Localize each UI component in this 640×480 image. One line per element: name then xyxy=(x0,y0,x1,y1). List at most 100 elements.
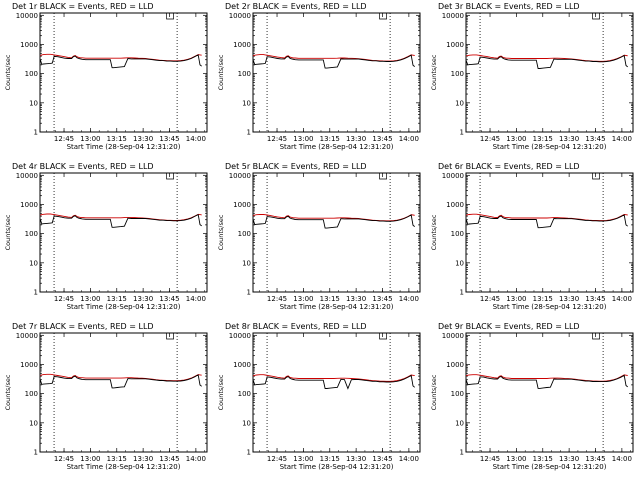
x-axis-label: Start Time (28-Sep-04 12:31:20) xyxy=(493,463,607,471)
x-axis-label: Start Time (28-Sep-04 12:31:20) xyxy=(67,303,181,311)
y-tick-label: 1 xyxy=(247,289,251,297)
interval-marker xyxy=(379,173,387,180)
detector-plot-svg: Det 5r BLACK = Events, RED = LLD 1 10 100 10… xyxy=(217,162,421,311)
y-tick-label: 10000 xyxy=(16,12,38,20)
plot-frame xyxy=(39,12,208,133)
y-tick-label: 1000 xyxy=(20,361,38,369)
y-tick-label: 10 xyxy=(242,259,251,267)
events-series-line xyxy=(465,214,628,229)
y-tick-label: 10000 xyxy=(229,12,251,20)
y-tick-label: 10 xyxy=(29,259,38,267)
plot-frame xyxy=(252,332,421,453)
y-tick-label: 10 xyxy=(242,419,251,427)
x-tick-label: 13:15 xyxy=(533,295,553,303)
panel-title: Det 4r BLACK = Events, RED = LLD xyxy=(12,162,154,171)
x-tick-label: 12:45 xyxy=(54,295,74,303)
plot-frame xyxy=(252,172,421,293)
y-tick-label: 1 xyxy=(460,289,464,297)
y-tick-label: 10 xyxy=(455,99,464,107)
panel-title: Det 7r BLACK = Events, RED = LLD xyxy=(12,322,154,331)
x-tick-label: 13:30 xyxy=(559,455,579,463)
y-tick-label: 10 xyxy=(242,99,251,107)
detector-plot-svg: Det 9r BLACK = Events, RED = LLD 1 10 100 10… xyxy=(430,322,634,471)
x-axis-label: Start Time (28-Sep-04 12:31:20) xyxy=(280,303,394,311)
lld-series-line xyxy=(252,214,415,222)
interval-marker xyxy=(592,173,600,180)
plot-frame xyxy=(465,12,634,133)
y-tick-label: 1000 xyxy=(446,361,464,369)
y-axis-label: Counts/sec xyxy=(217,214,225,250)
x-tick-label: 13:30 xyxy=(133,135,153,143)
x-tick-label: 12:45 xyxy=(480,455,500,463)
x-tick-label: 13:30 xyxy=(133,455,153,463)
interval-marker xyxy=(592,333,600,340)
y-tick-label: 10 xyxy=(29,99,38,107)
events-series-line xyxy=(465,374,628,389)
events-series-line xyxy=(39,213,202,228)
x-tick-label: 13:00 xyxy=(293,455,313,463)
detector-panel-6: Det 6r BLACK = Events, RED = LLD 1 10 100 10… xyxy=(426,160,639,320)
x-axis-label: Start Time (28-Sep-04 12:31:20) xyxy=(67,463,181,471)
detector-plot-svg: Det 3r BLACK = Events, RED = LLD 1 10 100 10… xyxy=(430,2,634,151)
panel-title: Det 9r BLACK = Events, RED = LLD xyxy=(438,322,580,331)
x-tick-label: 13:30 xyxy=(559,295,579,303)
y-tick-label: 1 xyxy=(460,129,464,137)
y-tick-label: 100 xyxy=(238,390,251,398)
interval-marker xyxy=(166,333,174,340)
events-series-line xyxy=(252,374,415,390)
x-tick-label: 14:00 xyxy=(399,135,419,143)
x-tick-label: 12:45 xyxy=(267,455,287,463)
x-axis-label: Start Time (28-Sep-04 12:31:20) xyxy=(493,303,607,311)
lld-series-line xyxy=(39,53,202,62)
y-tick-label: 1000 xyxy=(446,201,464,209)
events-series-line xyxy=(39,374,202,389)
lld-series-line xyxy=(465,54,628,62)
events-series-line xyxy=(252,54,415,69)
x-tick-label: 13:00 xyxy=(80,135,100,143)
x-tick-label: 12:45 xyxy=(54,135,74,143)
lld-series-line xyxy=(465,213,628,222)
plot-frame xyxy=(465,172,634,293)
detector-panel-3: Det 3r BLACK = Events, RED = LLD 1 10 100 10… xyxy=(426,0,639,160)
y-tick-label: 1000 xyxy=(233,201,251,209)
x-tick-label: 13:15 xyxy=(107,135,127,143)
x-tick-label: 13:00 xyxy=(506,295,526,303)
y-axis-label: Counts/sec xyxy=(4,54,12,90)
x-tick-label: 14:00 xyxy=(612,295,632,303)
x-tick-label: 12:45 xyxy=(267,295,287,303)
x-tick-label: 13:00 xyxy=(293,295,313,303)
plot-frame xyxy=(465,332,634,453)
x-tick-label: 13:00 xyxy=(80,455,100,463)
x-tick-label: 13:15 xyxy=(107,295,127,303)
interval-marker xyxy=(166,13,174,20)
y-axis-label: Counts/sec xyxy=(217,54,225,90)
y-tick-label: 1000 xyxy=(446,41,464,49)
x-tick-label: 13:15 xyxy=(320,455,340,463)
x-tick-label: 13:45 xyxy=(159,455,179,463)
x-tick-label: 13:15 xyxy=(320,135,340,143)
x-tick-label: 14:00 xyxy=(612,455,632,463)
y-tick-label: 100 xyxy=(25,230,38,238)
y-tick-label: 100 xyxy=(451,230,464,238)
x-tick-label: 13:45 xyxy=(585,455,605,463)
detector-plot-svg: Det 1r BLACK = Events, RED = LLD 1 10 100 10… xyxy=(4,2,208,151)
x-tick-label: 13:30 xyxy=(559,135,579,143)
x-tick-label: 13:15 xyxy=(533,135,553,143)
x-tick-label: 13:45 xyxy=(372,135,392,143)
y-axis-label: Counts/sec xyxy=(4,214,12,250)
x-tick-label: 12:45 xyxy=(480,135,500,143)
y-tick-label: 10 xyxy=(29,419,38,427)
plot-frame xyxy=(252,12,421,133)
x-tick-label: 14:00 xyxy=(186,295,206,303)
y-axis-label: Counts/sec xyxy=(217,374,225,410)
y-tick-label: 10000 xyxy=(229,172,251,180)
y-tick-label: 1 xyxy=(34,289,38,297)
y-tick-label: 1 xyxy=(460,449,464,457)
x-tick-label: 13:15 xyxy=(533,455,553,463)
y-tick-label: 1000 xyxy=(233,41,251,49)
y-tick-label: 10000 xyxy=(442,332,464,340)
y-axis-label: Counts/sec xyxy=(430,54,438,90)
y-axis-label: Counts/sec xyxy=(430,214,438,250)
y-tick-label: 1000 xyxy=(20,41,38,49)
